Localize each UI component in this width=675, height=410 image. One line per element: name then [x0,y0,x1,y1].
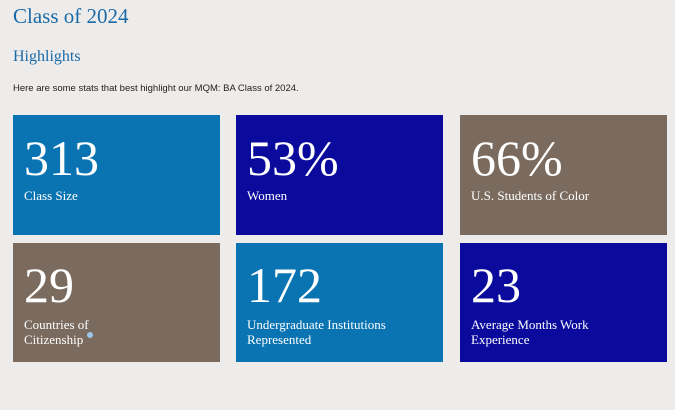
stat-label-line: Countries of [24,317,89,332]
stat-tile-countries: 29 Countries of Citizenship [13,243,220,362]
stat-label-line: Citizenship [24,332,84,347]
page-title: Class of 2024 [13,4,129,28]
stat-label: Undergraduate Institutions Represented [247,317,437,347]
section-title: Highlights [13,48,81,65]
stat-label: Class Size [24,188,78,203]
stat-label: Women [247,188,288,203]
stat-tile-work-experience: 23 Average Months Work Experience [460,243,667,362]
stat-label: U.S. Students of Color [471,188,590,203]
stat-value: 29 [24,257,74,313]
stat-tile-class-size: 313 Class Size [13,115,220,235]
stat-value: 172 [247,257,322,313]
stat-label-line: Represented [247,332,312,347]
stat-tile-women: 53% Women [236,115,443,235]
info-icon[interactable] [87,332,94,338]
stat-value: 313 [24,130,99,186]
stat-tile-institutions: 172 Undergraduate Institutions Represent… [236,243,443,362]
stat-value: 53% [247,130,339,186]
stat-label-line: Average Months Work [471,317,589,332]
intro-text: Here are some stats that best highlight … [13,83,299,94]
stat-label: Countries of Citizenship [24,317,214,347]
stat-tile-students-of-color: 66% U.S. Students of Color [460,115,667,235]
stat-value: 23 [471,257,521,313]
stat-label-line: Experience [471,332,530,347]
stat-label-line: Undergraduate Institutions [247,317,386,332]
stat-label: Average Months Work Experience [471,317,661,347]
stat-value: 66% [471,130,563,186]
